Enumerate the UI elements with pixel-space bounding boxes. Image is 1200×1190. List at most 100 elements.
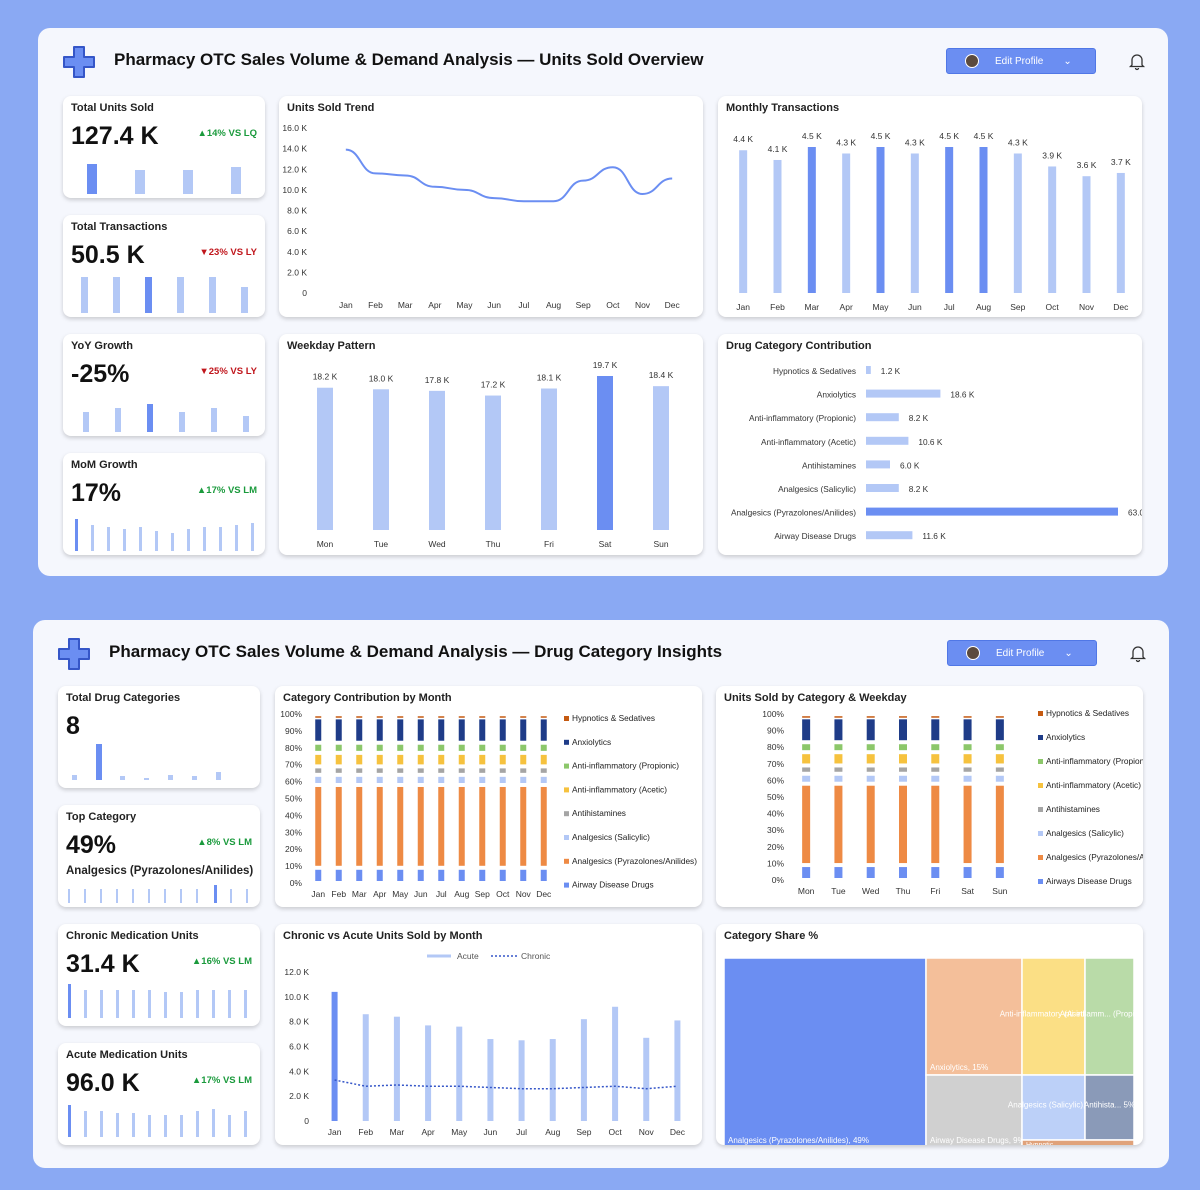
stack-segment — [335, 869, 342, 881]
spark-bar — [84, 889, 86, 903]
spark-bar — [148, 1115, 151, 1137]
edit-profile-label: Edit Profile — [996, 647, 1045, 659]
stack-segment — [520, 719, 527, 741]
x-tick-label: Apr — [373, 889, 386, 899]
legend-label: Chronic — [521, 951, 551, 961]
y-tick-label: 10% — [767, 858, 784, 868]
bar — [612, 1006, 619, 1121]
stack-segment — [931, 867, 940, 878]
bar — [487, 1039, 494, 1121]
y-tick-label: 30% — [767, 825, 784, 835]
stack-segment — [499, 786, 506, 866]
y-tick-label: 0 — [302, 288, 307, 298]
stack-segment — [417, 744, 424, 751]
x-tick-label: Nov — [639, 1127, 655, 1137]
y-tick-label: 90% — [285, 726, 302, 736]
units-sold-trend-chart: 16.0 K 14.0 K 12.0 K 10.0 K 8.0 K 6.0 K 4.0 K 2… — [282, 123, 680, 310]
spark-bar — [96, 744, 102, 780]
x-tick-label: Aug — [976, 302, 991, 312]
stack-segment — [397, 786, 404, 866]
stack-segment — [995, 867, 1004, 878]
header: Pharmacy OTC Sales Volume & Demand Analy… — [58, 42, 1148, 78]
edit-profile-button[interactable]: Edit Profile ⌄ — [947, 640, 1097, 666]
kpi-subtitle: Analgesics (Pyrazolones/Anilides) — [66, 865, 254, 877]
x-tick-label: Mar — [398, 300, 413, 310]
x-tick-label: Dec — [536, 889, 552, 899]
treemap-cell — [1021, 1074, 1086, 1141]
stack-segment — [335, 768, 342, 773]
chart-title: Category Contribution by Month — [283, 692, 452, 704]
y-tick-label: 20% — [767, 842, 784, 852]
stack-segment — [963, 716, 972, 718]
spark-bar — [244, 1111, 247, 1137]
stack-segment — [931, 754, 940, 764]
bar — [866, 507, 1118, 516]
kpi-sparkline — [72, 744, 221, 780]
y-tick-label: 0% — [290, 878, 303, 888]
kpi-top-category: Top Category 49% ▲8% VS LM Analgesics (P… — [58, 805, 260, 907]
stack-segment — [479, 776, 486, 783]
data-label: 6.0 K — [900, 460, 920, 470]
legend-label: Airway Disease Drugs — [572, 880, 654, 890]
spark-bar — [183, 170, 193, 194]
bell-icon[interactable] — [1126, 50, 1148, 72]
stack-segment — [866, 716, 875, 718]
legend-label: Analgesics (Salicylic) — [1046, 828, 1124, 838]
stack-segment — [499, 716, 506, 718]
bar — [1013, 153, 1022, 293]
spark-bar — [148, 889, 150, 903]
treemap-label: Analgesics (Pyrazolones/Anilides), 49% — [728, 1136, 869, 1145]
x-tick-label: Feb — [331, 889, 346, 899]
kpi-change: ▲17% VS LM — [191, 1075, 252, 1086]
spark-bar — [230, 889, 232, 903]
bar — [979, 147, 988, 293]
spark-bar — [177, 277, 184, 313]
edit-profile-button[interactable]: Edit Profile ⌄ — [946, 48, 1096, 74]
stack-segment — [417, 776, 424, 783]
stack-segment — [540, 744, 547, 751]
stack-segment — [963, 775, 972, 782]
bar — [456, 1026, 463, 1121]
legend-label: Anti-inflammatory (Acetic) — [1046, 780, 1141, 790]
category-label: Anti-inflammatory (Propionic) — [749, 413, 856, 423]
bar — [807, 147, 816, 293]
legend-swatch — [1038, 783, 1043, 788]
y-tick-label: 100% — [280, 709, 302, 719]
stack-segment — [995, 785, 1004, 864]
x-tick-label: Jan — [736, 302, 750, 312]
kpi-sparkline — [68, 984, 247, 1018]
spark-bar — [212, 990, 215, 1018]
spark-bar — [251, 523, 254, 551]
chart-title: Category Share % — [724, 930, 819, 942]
chart-title: Units Sold Trend — [287, 102, 375, 114]
x-tick-label: Jan — [339, 300, 353, 310]
stack-segment — [866, 867, 875, 878]
x-tick-label: Nov — [516, 889, 532, 899]
y-tick-label: 14.0 K — [282, 144, 307, 154]
pharmacy-cross-icon — [63, 46, 95, 78]
x-tick-label: Jan — [311, 889, 325, 899]
x-tick-label: Dec — [670, 1127, 686, 1137]
stack-segment — [931, 744, 940, 751]
bell-icon[interactable] — [1127, 642, 1149, 664]
spark-bar — [148, 990, 151, 1018]
stack-segment — [315, 716, 322, 718]
spark-bar — [244, 990, 247, 1018]
stack-segment — [479, 744, 486, 751]
stack-segment — [834, 867, 843, 878]
spark-bar — [100, 1111, 103, 1137]
category-label: Hypnotics & Sedatives — [773, 366, 856, 376]
category-contribution-by-month-card: Category Contribution by Month 100% 90% 80… — [275, 686, 702, 907]
stack-segment — [417, 768, 424, 773]
x-tick-label: Wed — [428, 539, 446, 549]
stack-segment — [397, 744, 404, 751]
stack-segment — [899, 719, 907, 741]
spark-bar — [219, 527, 222, 551]
stack-segment — [438, 786, 445, 866]
y-tick-label: 0 — [304, 1116, 309, 1126]
stack-segment — [834, 785, 843, 864]
spark-bar — [75, 519, 78, 551]
spark-bar — [171, 533, 174, 551]
y-tick-label: 2.0 K — [289, 1091, 309, 1101]
stack-segment — [802, 775, 811, 782]
